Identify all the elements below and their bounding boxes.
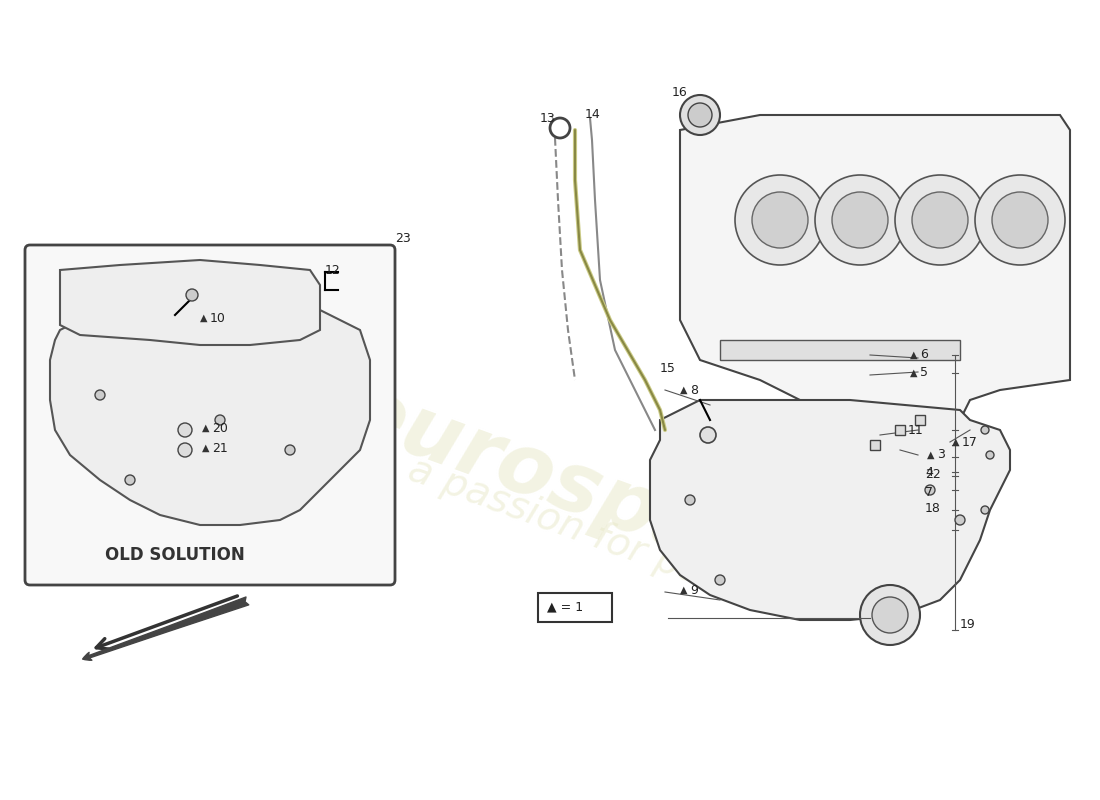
Text: ▲: ▲: [202, 423, 209, 433]
Text: 16: 16: [672, 86, 688, 98]
Text: ▲: ▲: [680, 385, 688, 395]
Text: 4: 4: [925, 466, 933, 478]
Circle shape: [178, 423, 192, 437]
Circle shape: [986, 451, 994, 459]
Text: 21: 21: [212, 442, 228, 454]
Circle shape: [178, 443, 192, 457]
Text: ▲: ▲: [680, 585, 688, 595]
Circle shape: [981, 506, 989, 514]
Circle shape: [95, 390, 104, 400]
Text: ▲: ▲: [200, 313, 208, 323]
Text: 14: 14: [585, 109, 601, 122]
Circle shape: [895, 175, 984, 265]
Circle shape: [214, 415, 225, 425]
Text: 8: 8: [690, 383, 698, 397]
Text: 17: 17: [962, 435, 978, 449]
FancyBboxPatch shape: [538, 593, 612, 622]
Text: 18: 18: [925, 502, 940, 514]
Text: ▲: ▲: [202, 443, 209, 453]
Text: 9: 9: [690, 583, 697, 597]
Text: 12: 12: [324, 263, 341, 277]
Text: OLD SOLUTION: OLD SOLUTION: [106, 546, 245, 564]
Circle shape: [815, 175, 905, 265]
FancyBboxPatch shape: [25, 245, 395, 585]
Text: eurospar: eurospar: [339, 370, 761, 590]
Circle shape: [700, 427, 716, 443]
Circle shape: [872, 597, 908, 633]
Circle shape: [860, 585, 920, 645]
Circle shape: [752, 192, 808, 248]
Text: maserati: maserati: [833, 166, 967, 194]
Bar: [915, 415, 925, 425]
Text: 22: 22: [925, 469, 940, 482]
Circle shape: [186, 289, 198, 301]
Circle shape: [735, 175, 825, 265]
Polygon shape: [650, 400, 1010, 620]
Text: ▲: ▲: [910, 350, 917, 360]
Text: 6: 6: [920, 349, 928, 362]
Circle shape: [125, 475, 135, 485]
Text: ▲: ▲: [952, 437, 959, 447]
Circle shape: [981, 426, 989, 434]
Circle shape: [832, 192, 888, 248]
Polygon shape: [680, 115, 1070, 450]
Circle shape: [975, 175, 1065, 265]
Text: a passion for parts: a passion for parts: [404, 450, 757, 610]
Text: 13: 13: [540, 111, 556, 125]
Text: 15: 15: [660, 362, 675, 374]
Circle shape: [912, 192, 968, 248]
Circle shape: [955, 515, 965, 525]
Text: 19: 19: [960, 618, 976, 631]
Circle shape: [715, 575, 725, 585]
Circle shape: [685, 495, 695, 505]
Text: 3: 3: [937, 449, 945, 462]
Bar: [720, 340, 960, 360]
Bar: [870, 440, 880, 450]
Text: 23: 23: [395, 231, 410, 245]
Circle shape: [925, 485, 935, 495]
Text: ▲: ▲: [927, 450, 935, 460]
Text: 20: 20: [212, 422, 228, 434]
Polygon shape: [50, 300, 370, 525]
Text: ▲: ▲: [910, 368, 917, 378]
Text: 11: 11: [908, 423, 924, 437]
Text: 10: 10: [210, 311, 225, 325]
Circle shape: [688, 103, 712, 127]
Text: 7: 7: [925, 486, 933, 499]
Circle shape: [680, 95, 720, 135]
Polygon shape: [60, 260, 320, 345]
Circle shape: [992, 192, 1048, 248]
Bar: [895, 425, 905, 435]
Circle shape: [285, 445, 295, 455]
Text: ▲ = 1: ▲ = 1: [547, 601, 583, 614]
Text: 5: 5: [920, 366, 928, 379]
